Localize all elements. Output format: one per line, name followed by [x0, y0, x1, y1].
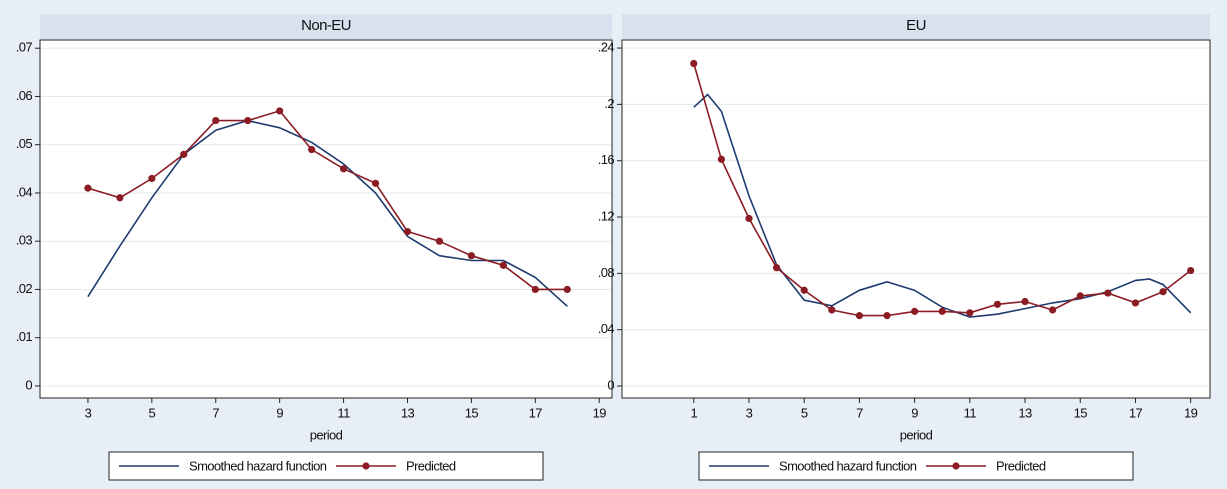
x-tick-label: 1	[690, 405, 697, 420]
y-tick-label: .12	[598, 208, 615, 223]
y-tick-label: .24	[598, 39, 615, 54]
y-tick-label: 0	[25, 377, 32, 392]
x-tick-label: 3	[746, 405, 753, 420]
point	[1104, 289, 1112, 297]
point	[800, 286, 808, 294]
x-tick-label: 19	[1184, 405, 1198, 420]
point	[690, 59, 698, 68]
plot-area	[39, 39, 613, 399]
point	[371, 179, 380, 187]
point	[563, 285, 571, 294]
point	[1131, 299, 1140, 307]
point	[276, 107, 284, 115]
point	[84, 184, 92, 192]
chart-title: EU	[906, 17, 926, 34]
point	[467, 252, 475, 260]
x-tick-label: 19	[593, 405, 607, 420]
x-tick-label: 5	[801, 405, 808, 420]
legend-label: Smoothed hazard function	[779, 458, 917, 473]
x-axis-label: period	[310, 427, 343, 442]
y-tick-label: .2	[604, 96, 614, 111]
x-tick-label: 11	[964, 405, 977, 420]
point	[855, 312, 864, 320]
y-tick-label: .16	[598, 152, 615, 167]
y-tick-label: .08	[598, 265, 615, 280]
point	[966, 309, 974, 317]
title-band	[622, 14, 1210, 39]
x-axis-label: period	[900, 427, 933, 442]
point	[1076, 292, 1084, 300]
point	[403, 227, 412, 236]
point	[745, 214, 753, 223]
chart-title: Non-EU	[301, 17, 351, 34]
point	[1021, 297, 1029, 306]
y-tick-label: .03	[16, 233, 33, 248]
y-tick-label: .06	[16, 88, 33, 103]
point	[993, 300, 1002, 308]
legend-marker	[952, 462, 960, 470]
point	[828, 306, 836, 314]
x-tick-label: 5	[149, 405, 156, 420]
legend	[698, 451, 1134, 481]
point	[339, 165, 348, 173]
x-tick-label: 11	[337, 405, 350, 420]
point	[244, 116, 252, 125]
y-tick-label: .07	[16, 40, 33, 55]
x-tick-label: 7	[212, 405, 219, 420]
point	[435, 237, 444, 245]
point	[308, 145, 316, 154]
x-tick-label: 7	[856, 405, 863, 420]
point	[1049, 306, 1057, 314]
x-tick-label: 3	[85, 405, 92, 420]
point	[1159, 288, 1167, 296]
point	[531, 285, 539, 294]
y-tick-label: .04	[16, 184, 33, 199]
y-tick-label: .05	[16, 136, 33, 151]
x-tick-label: 15	[465, 405, 479, 420]
legend-label: Predicted	[996, 458, 1046, 473]
x-tick-label: 15	[1074, 405, 1088, 420]
point	[911, 307, 919, 315]
point	[180, 150, 188, 158]
legend-label: Predicted	[406, 458, 456, 473]
x-tick-label: 13	[401, 405, 415, 420]
point	[717, 155, 725, 163]
series-line	[693, 93, 1192, 318]
x-tick-label: 13	[1018, 405, 1032, 420]
title-band	[40, 14, 612, 39]
point	[772, 264, 781, 272]
x-tick-label: 9	[911, 405, 918, 420]
x-tick-label: 9	[276, 405, 283, 420]
legend-label: Smoothed hazard function	[189, 458, 327, 473]
legend-marker	[362, 462, 370, 470]
legend	[108, 451, 544, 481]
x-tick-label: 17	[1129, 405, 1143, 420]
y-tick-label: .02	[16, 281, 33, 296]
point	[883, 312, 891, 320]
y-tick-label: .04	[598, 321, 615, 336]
y-tick-label: 0	[607, 377, 614, 392]
point	[148, 174, 156, 183]
point	[116, 194, 124, 202]
point	[499, 261, 507, 269]
x-tick-label: 17	[529, 405, 543, 420]
point	[1187, 266, 1195, 275]
y-tick-label: .01	[16, 329, 33, 344]
point	[938, 307, 946, 315]
plot-area	[621, 39, 1211, 399]
series-line	[87, 109, 568, 291]
point	[212, 116, 220, 125]
